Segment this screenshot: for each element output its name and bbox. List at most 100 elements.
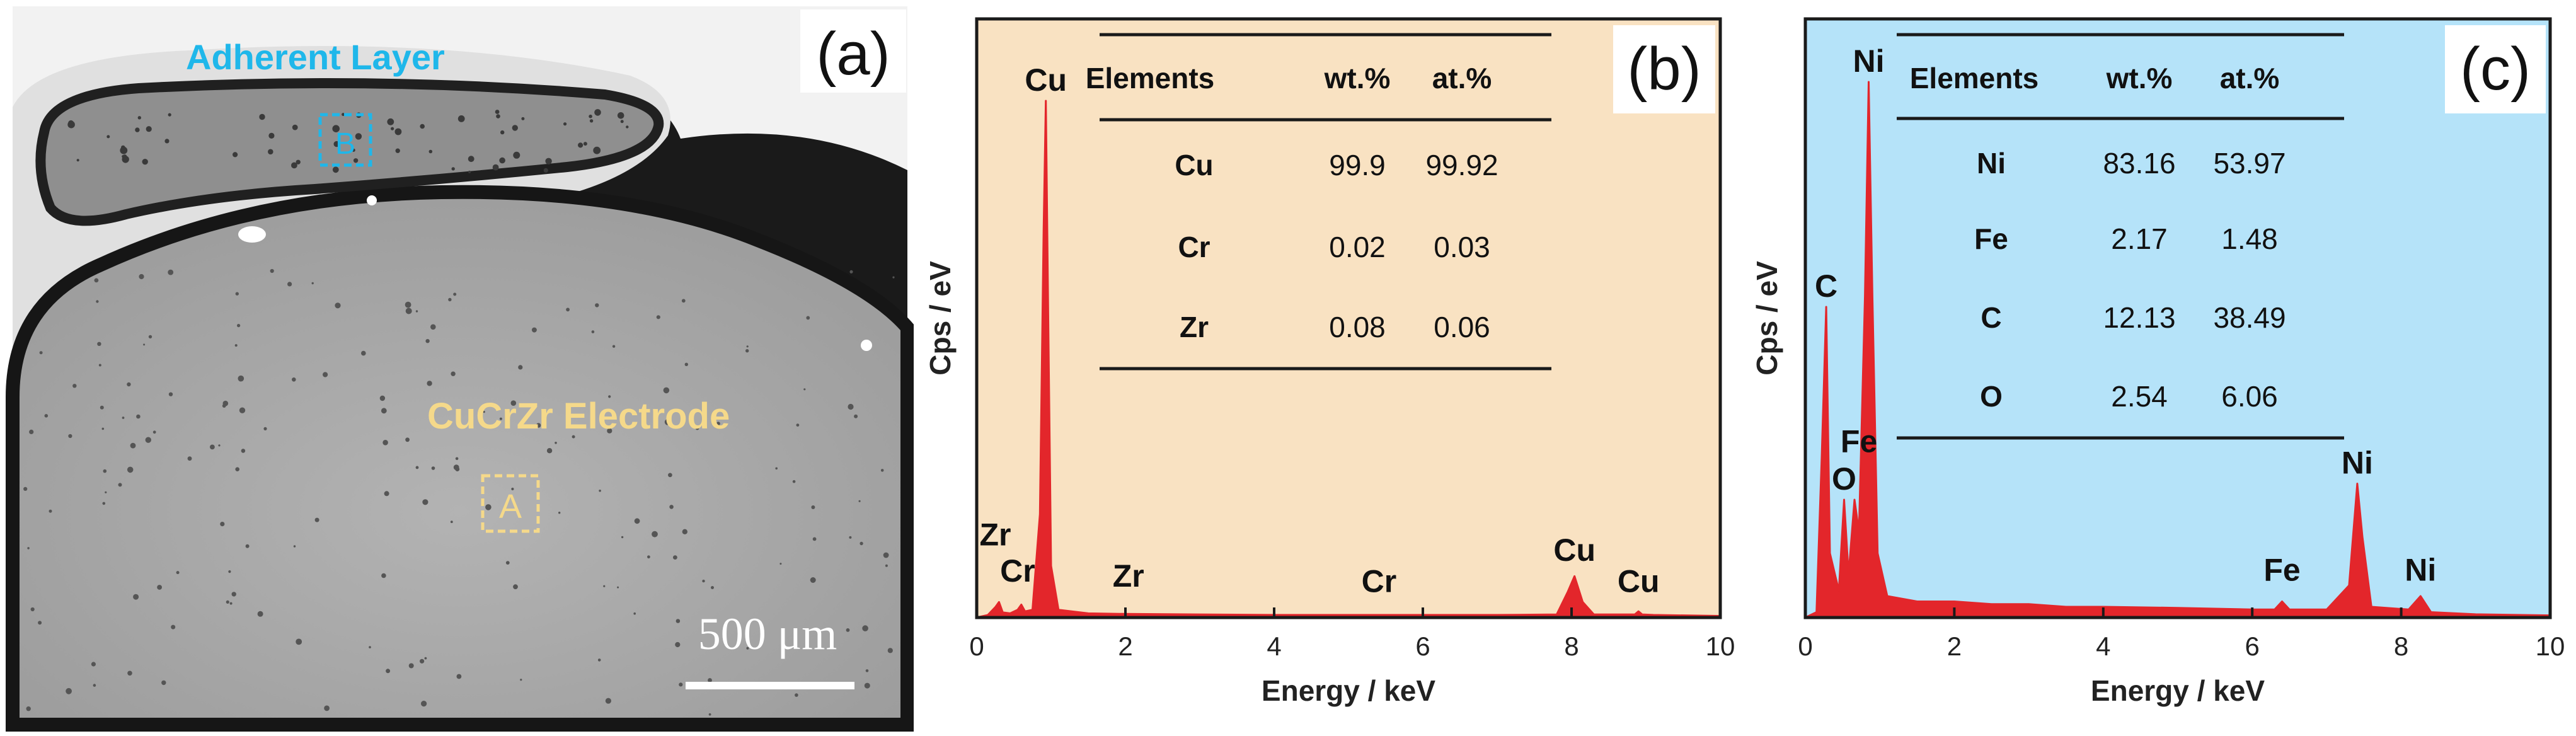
sem-pore <box>130 442 136 449</box>
sem-pore <box>779 563 782 565</box>
sem-pore <box>883 552 889 558</box>
x-tick-label: 2 <box>1118 631 1132 661</box>
electrode-body <box>6 185 914 732</box>
y-axis-label: Cps / eV <box>924 261 957 376</box>
peak-label: O <box>1832 461 1856 497</box>
sem-pore <box>386 669 391 674</box>
sem-pore <box>139 273 144 280</box>
sem-pore <box>716 422 720 426</box>
sem-pore <box>654 413 657 415</box>
sem-pore <box>94 278 99 283</box>
sem-pore <box>656 315 660 319</box>
table-header-at: at.% <box>2220 62 2280 95</box>
sem-pore <box>26 706 31 711</box>
sem-bright-particle <box>367 195 377 205</box>
peak-label: Fe <box>1841 424 1877 459</box>
sem-pore <box>608 395 611 398</box>
sem-pore <box>148 335 152 339</box>
sem-pore <box>135 127 140 132</box>
sem-pore <box>746 345 749 348</box>
sem-pore <box>483 411 485 413</box>
sem-pore <box>103 469 107 473</box>
sem-pore <box>846 628 850 632</box>
table-cell-wt: 12.13 <box>2103 301 2175 334</box>
sem-pore <box>864 682 870 689</box>
sem-pore <box>143 343 146 346</box>
sem-pore <box>314 517 319 522</box>
sem-pore <box>803 388 806 391</box>
sem-pore <box>711 586 714 589</box>
sem-pore <box>291 162 297 169</box>
sem-pore <box>122 417 125 419</box>
sem-pore <box>332 166 339 173</box>
sem-pore <box>885 564 888 567</box>
sem-pore <box>499 417 502 420</box>
sem-pore <box>745 349 749 353</box>
sem-pore <box>391 127 394 130</box>
sem-pore <box>664 419 671 425</box>
peak-label: Cu <box>1553 532 1596 568</box>
table-cell-wt: 99.9 <box>1329 149 1386 181</box>
sem-pore <box>583 142 587 146</box>
sem-pore <box>237 324 241 328</box>
sem-pore <box>792 480 796 483</box>
sem-pore <box>605 698 612 704</box>
sem-pore <box>858 500 861 502</box>
sem-pore <box>593 146 601 154</box>
table-header-elements: Elements <box>1910 62 2039 95</box>
table-header-wt: wt.% <box>1324 62 1391 95</box>
sem-pore <box>597 658 601 662</box>
table-header-wt: wt.% <box>2106 62 2173 95</box>
panel-c-label: (c) <box>2460 35 2531 103</box>
sem-pore <box>361 350 366 356</box>
panel-c-label-bg <box>2445 25 2546 113</box>
sem-pore <box>811 505 815 509</box>
sem-pore <box>39 351 43 355</box>
sem-pore <box>854 414 858 418</box>
adherent-layer-body <box>35 78 664 226</box>
sem-pore <box>127 382 131 387</box>
sem-pore <box>218 444 221 447</box>
sem-pore <box>67 120 75 129</box>
sem-pore <box>168 269 174 275</box>
sem-pore <box>168 392 173 396</box>
peak-label: Ni <box>2405 553 2436 588</box>
sem-pore <box>796 423 800 427</box>
table-header-at: at.% <box>1432 62 1492 95</box>
sem-pore <box>422 499 428 505</box>
table-cell-element: Fe <box>1974 222 2008 255</box>
plot-background <box>1805 19 2550 618</box>
sem-pore <box>76 159 79 162</box>
sem-pore <box>603 585 606 587</box>
sem-pores <box>23 109 895 716</box>
sem-pore <box>673 555 677 560</box>
sem-pore <box>29 429 34 435</box>
sem-pore <box>257 611 263 617</box>
sem-pore <box>270 268 274 273</box>
sem-pore <box>607 428 612 434</box>
sem-pore <box>102 502 106 505</box>
sem-pore <box>420 658 425 664</box>
sem-pore <box>558 512 561 514</box>
sem-pore <box>222 404 226 408</box>
sem-pore <box>451 371 456 376</box>
sem-pore <box>451 167 455 171</box>
sem-pore <box>578 142 584 148</box>
sem-pore <box>231 592 236 597</box>
sem-pore <box>187 456 192 461</box>
sem-pore <box>241 449 246 453</box>
sem-pore <box>806 316 810 320</box>
table-cell-element: Cu <box>1175 149 1213 181</box>
sem-bright-particle <box>861 340 872 351</box>
sem-pore <box>296 638 302 645</box>
sem-pore <box>496 114 500 118</box>
sem-pore <box>38 621 42 625</box>
sem-pore <box>229 602 233 605</box>
table-cell-wt: 0.08 <box>1329 311 1386 343</box>
plot-frame <box>1803 17 2552 619</box>
sem-pore <box>424 657 427 660</box>
sem-pore <box>72 384 77 388</box>
x-tick-label: 2 <box>1947 631 1962 661</box>
sem-pore <box>27 547 30 549</box>
